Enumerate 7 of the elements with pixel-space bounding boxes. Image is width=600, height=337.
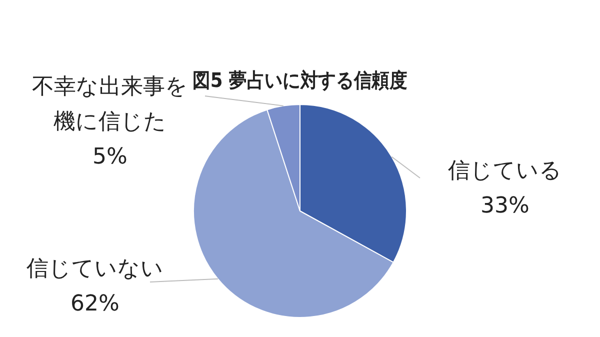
slice-label: 不幸な出来事を機に信じた xyxy=(32,74,188,135)
data-label: 5% xyxy=(92,144,128,170)
chart-title: 図5 夢占いに対する信頼度 xyxy=(192,69,408,92)
slice-label: 信じている xyxy=(448,158,562,184)
data-label: 62% xyxy=(70,292,120,317)
data-label: 33% xyxy=(480,194,530,219)
slice-label: 信じていない xyxy=(26,256,164,282)
